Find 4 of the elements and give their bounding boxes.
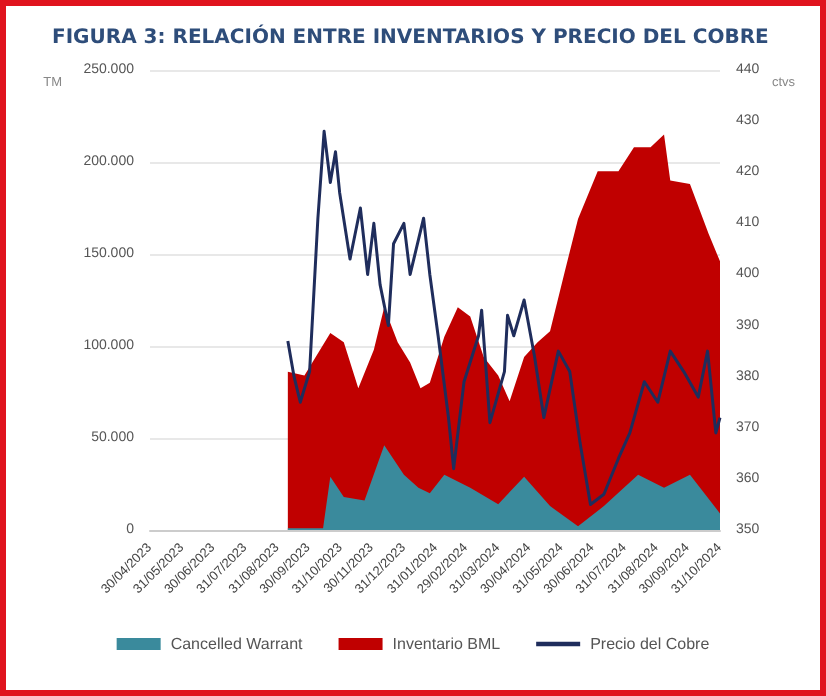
legend-label: Cancelled Warrant	[170, 635, 305, 653]
legend-label: Inventario BML	[392, 635, 502, 653]
legend-label: Precio del Cobre	[590, 635, 711, 653]
chart-title: FIGURA 3: RELACIÓN ENTRE INVENTARIOS Y PRECIO DEL COBRE	[52, 23, 770, 49]
